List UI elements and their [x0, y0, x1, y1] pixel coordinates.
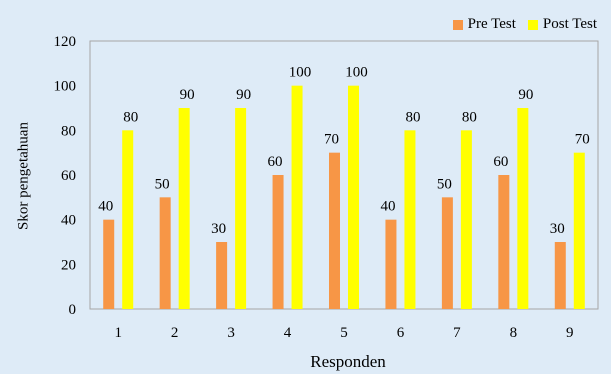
bar-pre-test — [554, 242, 566, 309]
bar-pre-test — [272, 175, 284, 309]
y-tick-label: 20 — [61, 257, 76, 273]
legend-item-pre-test: Pre Test — [452, 16, 516, 33]
x-tick-label: 5 — [340, 325, 348, 341]
bar-post-test — [460, 130, 472, 309]
y-tick-label: 100 — [54, 79, 77, 95]
bar-post-test — [178, 108, 190, 309]
bar-post-test — [291, 85, 303, 310]
x-tick-label: 3 — [227, 325, 235, 341]
data-label-pre-test: 50 — [437, 176, 452, 192]
bar-post-test — [122, 130, 134, 309]
x-tick-label: 9 — [566, 325, 574, 341]
y-axis-label: Skor pengetahuan — [15, 122, 32, 230]
x-tick-label: 7 — [453, 325, 461, 341]
bar-pre-test — [329, 152, 340, 309]
bar-pre-test — [159, 197, 171, 309]
legend-label-post-test: Post Test — [542, 16, 597, 32]
bar-post-test — [404, 130, 416, 309]
data-label-post-test: 80 — [462, 109, 477, 125]
data-label-pre-test: 40 — [98, 199, 113, 215]
y-tick-label: 40 — [61, 213, 76, 229]
x-tick-label: 6 — [397, 325, 405, 341]
bar-post-test — [517, 108, 529, 309]
legend-item-post-test: Post Test — [527, 16, 597, 33]
data-label-pre-test: 30 — [550, 221, 565, 237]
data-label-post-test: 80 — [123, 109, 138, 125]
legend-label-pre-test: Pre Test — [467, 16, 516, 32]
legend: Pre Test Post Test — [452, 16, 597, 33]
bar-post-test — [573, 152, 585, 309]
data-label-pre-test: 70 — [324, 132, 339, 148]
data-label-post-test: 90 — [180, 87, 195, 103]
y-tick-label: 80 — [61, 123, 76, 139]
x-tick-label: 1 — [114, 325, 122, 341]
x-tick-label: 4 — [284, 325, 292, 341]
data-label-pre-test: 60 — [493, 154, 508, 170]
bar-post-test — [235, 108, 247, 309]
data-label-post-test: 80 — [405, 109, 420, 125]
data-label-post-test: 100 — [345, 65, 368, 81]
bar-pre-test — [385, 219, 397, 309]
data-label-pre-test: 30 — [211, 221, 226, 237]
data-label-post-test: 90 — [518, 87, 533, 103]
y-tick-label: 60 — [61, 168, 76, 184]
x-tick-label: 8 — [510, 325, 518, 341]
y-tick-label: 120 — [54, 34, 77, 50]
x-tick-label: 2 — [171, 325, 179, 341]
bar-pre-test — [103, 219, 115, 309]
data-label-pre-test: 60 — [268, 154, 283, 170]
legend-swatch-post-test — [527, 19, 538, 30]
legend-swatch-pre-test — [452, 19, 463, 30]
x-axis-label: Responden — [310, 352, 386, 371]
bar-pre-test — [216, 242, 228, 309]
data-label-post-test: 100 — [289, 65, 312, 81]
bar-pre-test — [441, 197, 453, 309]
bar-post-test — [348, 85, 359, 310]
data-label-pre-test: 50 — [155, 176, 170, 192]
y-tick-label: 0 — [69, 302, 77, 318]
data-label-pre-test: 40 — [380, 199, 395, 215]
data-label-post-test: 70 — [575, 132, 590, 148]
data-label-post-test: 90 — [236, 87, 251, 103]
bar-pre-test — [498, 175, 510, 309]
plot-frame — [89, 40, 599, 310]
